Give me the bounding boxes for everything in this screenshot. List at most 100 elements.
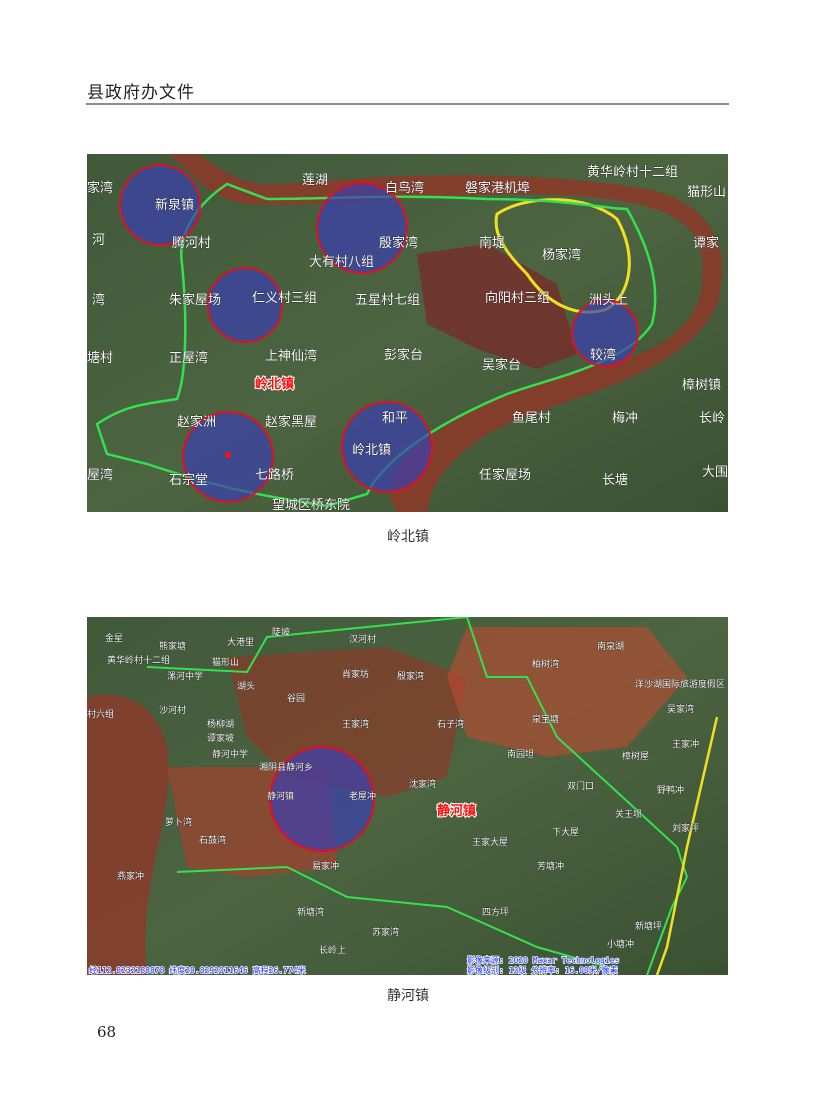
map-labels: 金星 熊家塘 大港里 陡坡 汉河村 黄华岭村十二组 猫形山 漯河中学 湖头 谷园… (87, 626, 725, 956)
map-label: 塘村 (87, 350, 113, 366)
map-label: 樟树镇 (682, 378, 721, 393)
town-boundary (146, 617, 689, 975)
yellow-boundary (655, 716, 719, 975)
map-label: 金星 (105, 632, 123, 644)
map-label: 腾河村 (172, 235, 211, 251)
map-labels: 莲湖 白鸟湾 磐家港机埠 黄华岭村十二组 猫形山 家湾 新泉镇 河 腾河村 殷家… (87, 165, 728, 512)
map-label: 谷园 (287, 693, 305, 704)
map-label: 殷家湾 (379, 235, 418, 251)
map-label: 村六组 (87, 708, 114, 720)
map-label: 苏家湾 (372, 926, 399, 938)
coverage-circle (316, 182, 408, 274)
map-label: 熊家塘 (159, 640, 186, 652)
town-name-label: 静河镇 (437, 803, 476, 819)
map-label: 泉宝塘 (532, 713, 559, 725)
map-label: 小塘冲 (607, 938, 634, 950)
map-label: 七路桥 (255, 467, 294, 483)
map-label: 湘阴县静河乡 (259, 761, 313, 773)
coordinate-readout: 经112.8232188878 纬度28.8292011646 高程26.774… (89, 965, 306, 975)
map-label: 梅冲 (612, 411, 638, 426)
map-label: 任家屋场 (479, 467, 531, 483)
town-boundary (176, 865, 608, 968)
map-label: 野鸭冲 (657, 784, 684, 796)
map-label: 吴家台 (482, 357, 521, 373)
flood-zone (447, 627, 687, 757)
map-label: 吴家湾 (667, 703, 694, 715)
map-label: 朱家屋场 (169, 292, 221, 308)
map-label: 沈家湾 (409, 778, 436, 790)
map-label: 石子湾 (437, 718, 464, 730)
header-divider (86, 103, 729, 105)
map-jinghe: 金星 熊家塘 大港里 陡坡 汉河村 黄华岭村十二组 猫形山 漯河中学 湖头 谷园… (87, 617, 728, 975)
coverage-circle (571, 299, 639, 367)
imagery-level: 影像级别: 13级 分辨率: 16.00米/像素 (467, 965, 618, 975)
map-label: 向阳村三组 (485, 290, 550, 306)
map-label: 上神仙湾 (265, 348, 317, 364)
map-label: 刘家坪 (672, 822, 699, 834)
town-name-label: 岭北镇 (255, 376, 294, 392)
map-label: 漯河中学 (167, 670, 203, 682)
map-label: 赵家洲 (177, 414, 216, 430)
map-label: 黄华岭村十二组 (107, 654, 170, 666)
map-label: 新泉镇 (155, 197, 194, 213)
map-label: 南泉湖 (597, 640, 624, 652)
map-label: 湾 (92, 292, 105, 308)
map-label: 石鼓湾 (199, 834, 226, 846)
map-lingbei: 莲湖 白鸟湾 磐家港机埠 黄华岭村十二组 猫形山 家湾 新泉镇 河 腾河村 殷家… (87, 154, 728, 512)
map-label: 洋沙湖国际旅游度假区 (635, 678, 725, 690)
figure-caption: 静河镇 (387, 988, 429, 1004)
map-label: 黄华岭村十二组 (587, 165, 678, 180)
map-label: 白鸟湾 (385, 180, 424, 196)
map-label: 王家冲 (672, 738, 699, 750)
map-label: 下大屋 (552, 826, 579, 838)
map-label: 仁义村三组 (252, 291, 317, 306)
coverage-circle (269, 746, 375, 852)
map-label: 静河中学 (212, 748, 248, 760)
map-label: 老屋冲 (349, 790, 376, 802)
map-label: 谭家坡 (207, 732, 234, 744)
map-label: 南园坦 (507, 748, 534, 760)
map-label: 湖头 (237, 681, 255, 692)
map-label: 杨家湾 (542, 247, 581, 263)
map-label: 新塘坪 (635, 920, 662, 932)
map-label: 新塘湾 (297, 906, 324, 918)
map-label: 猫形山 (687, 185, 726, 200)
map-label: 磐家港机埠 (465, 180, 530, 196)
map-label: 四方坪 (482, 906, 509, 918)
map-label: 较湾 (590, 347, 616, 363)
map-label: 长岭 (699, 411, 725, 426)
map-label: 谭家 (693, 235, 719, 251)
map-label: 五星村七组 (355, 293, 420, 308)
river-xiangjiang (167, 154, 723, 512)
map-label: 杨柳湖 (207, 718, 234, 730)
coverage-circles (119, 164, 639, 503)
map-label: 正屋湾 (169, 350, 208, 366)
map-label: 王家大屋 (472, 836, 508, 848)
map-label: 易家冲 (312, 860, 339, 872)
map-label: 屋湾 (87, 467, 113, 483)
map-label: 石宗堂 (169, 472, 208, 488)
map-label: 家湾 (87, 180, 113, 196)
flood-zone (417, 244, 577, 369)
coverage-circle (341, 401, 433, 493)
map-label: 双门口 (567, 780, 594, 792)
map-label: 萝卜湾 (165, 816, 192, 828)
map-label: 和平 (382, 411, 408, 426)
town-boundary (95, 182, 657, 508)
river (87, 694, 169, 975)
map-label: 猫形山 (212, 656, 239, 668)
page-header: 县政府办文件 (87, 83, 195, 103)
figure-caption: 岭北镇 (387, 529, 429, 545)
map-label: 望城区桥东院 (272, 497, 350, 512)
map-label: 彭家台 (384, 347, 423, 363)
coverage-circle (119, 164, 201, 246)
map-label: 柏树湾 (532, 658, 559, 670)
map-label: 燕家冲 (117, 870, 144, 882)
map-label: 岭北镇 (352, 443, 391, 458)
map-label: 鱼尾村 (512, 410, 551, 426)
map-label: 汉河村 (349, 633, 376, 645)
imagery-source: 影像来源: 2020 Maxar Technologies (467, 955, 620, 965)
map-label: 南堤 (479, 235, 505, 251)
map-label: 长塘 (602, 472, 628, 488)
